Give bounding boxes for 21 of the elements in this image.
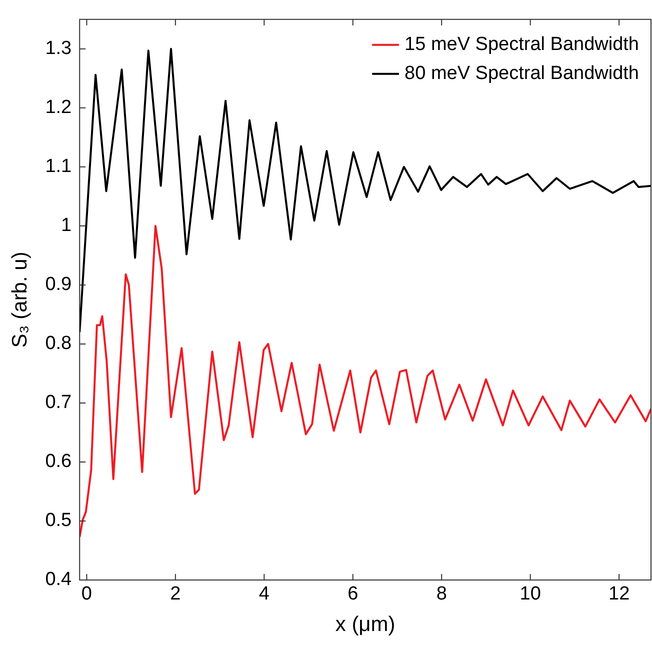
x-tick-label: 8 — [436, 584, 447, 605]
x-tick-label: 6 — [348, 584, 358, 605]
x-tick-label: 4 — [258, 584, 270, 605]
y-tick-label: 0.9 — [45, 274, 72, 296]
x-tick-label: 12 — [608, 584, 630, 605]
y-tick-label: 1 — [61, 215, 72, 236]
legend-label: 15 meV Spectral Bandwidth — [404, 34, 639, 56]
y-tick-label: 0.7 — [45, 392, 72, 414]
y-tick-label: 1.1 — [45, 156, 72, 178]
x-tick-label: 2 — [170, 584, 181, 605]
y-tick-label: 0.8 — [45, 333, 72, 354]
x-tick-label: 0 — [81, 584, 92, 605]
y-tick-label: 0.6 — [45, 451, 72, 472]
y-tick-label: 0.4 — [45, 569, 72, 590]
y-tick-label: 1.3 — [45, 38, 72, 60]
y-axis-title: S₃ (arb. u) — [8, 252, 32, 348]
legend-label: 80 meV Spectral Bandwidth — [404, 63, 639, 84]
y-tick-label: 1.2 — [45, 97, 72, 118]
y-tick-label: 0.5 — [45, 510, 72, 532]
x-axis-title: x (μm) — [335, 613, 396, 636]
x-tick-label: 10 — [520, 584, 541, 605]
